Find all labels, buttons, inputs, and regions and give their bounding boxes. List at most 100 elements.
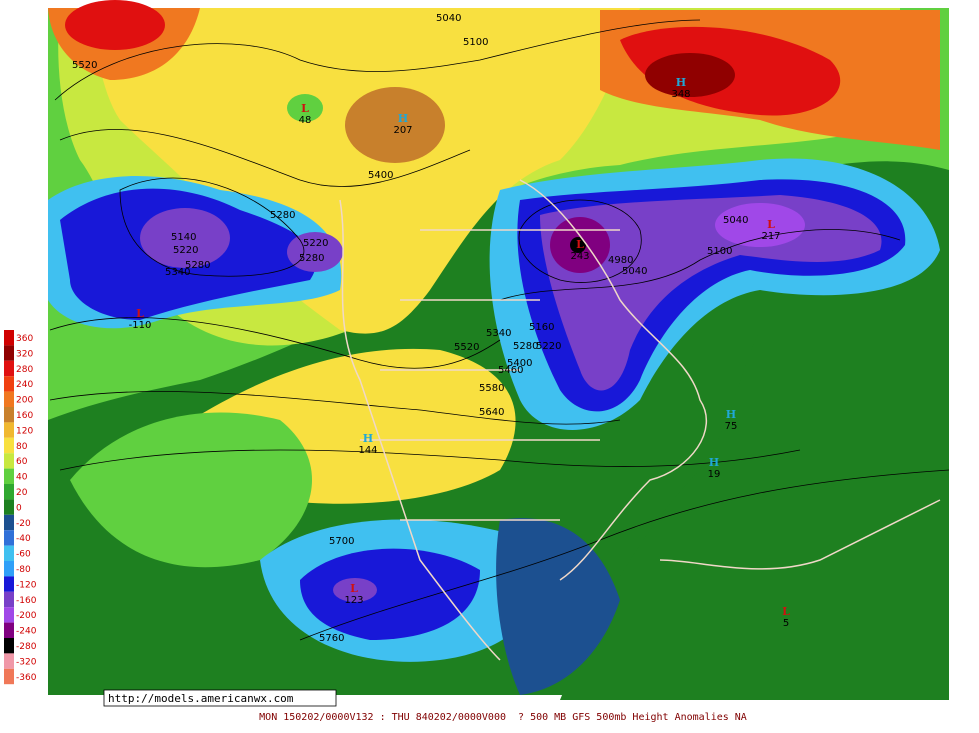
legend-label: 280	[16, 365, 33, 375]
center-kind: H	[676, 76, 686, 89]
legend-label: 160	[16, 411, 33, 421]
contour-label: 5100	[707, 246, 732, 257]
legend-label: 360	[16, 334, 33, 344]
center-kind: L	[350, 582, 358, 595]
center-kind: H	[726, 408, 736, 421]
contour-label: 5220	[173, 245, 198, 256]
url: http://models.americanwx.com	[108, 692, 294, 705]
legend-swatch	[4, 422, 14, 438]
legend-swatch	[4, 576, 14, 592]
legend-label: -80	[16, 565, 31, 575]
center-kind: H	[363, 432, 373, 445]
legend-label: 120	[16, 426, 33, 436]
center-value: 144	[358, 445, 377, 456]
legend-label: -60	[16, 550, 31, 560]
legend-swatch	[4, 530, 14, 546]
contour-label: 5280	[270, 210, 295, 221]
contour-label: 5220	[303, 238, 328, 249]
legend-swatch	[4, 376, 14, 392]
center-value: 348	[671, 89, 690, 100]
legend-label: -40	[16, 534, 31, 544]
legend-swatch	[4, 437, 14, 454]
legend-swatch	[4, 453, 14, 469]
url-box	[103, 689, 337, 707]
contour-label: 5640	[479, 407, 504, 418]
center-value: 19	[708, 469, 721, 480]
legend-swatch	[4, 561, 14, 577]
contour-label: 5040	[622, 266, 647, 277]
center-value: -110	[129, 320, 152, 331]
legend-label: -320	[16, 657, 37, 667]
legend-swatch	[4, 345, 14, 361]
contour-label: 5580	[479, 383, 504, 394]
center-kind: L	[767, 218, 775, 231]
legend-swatch	[4, 360, 14, 377]
legend-label: 60	[16, 457, 28, 467]
contour-label: 5700	[329, 536, 354, 547]
legend-label: 0	[16, 503, 22, 513]
legend-label: -20	[16, 519, 31, 529]
legend-swatch	[4, 330, 14, 346]
center-kind: L	[576, 238, 584, 251]
legend-swatch	[4, 607, 14, 623]
legend-swatch	[4, 391, 14, 407]
coastlines	[339, 179, 941, 661]
legend-swatch	[4, 468, 14, 484]
contour-label: 5160	[529, 322, 554, 333]
center-kind: H	[398, 112, 408, 125]
contour-label: 5140	[171, 232, 196, 243]
center-value: 48	[299, 115, 312, 126]
legend: 360320280240200160120806040200-20-40-60-…	[4, 330, 37, 685]
contour-label: 5280	[185, 260, 210, 271]
legend-label: -280	[16, 642, 37, 652]
legend-swatch	[4, 484, 14, 500]
legend-swatch	[4, 591, 14, 608]
legend-swatch	[4, 499, 14, 515]
center-value: 5	[783, 618, 789, 629]
legend-label: 80	[16, 442, 28, 452]
center-kind: L	[301, 102, 309, 115]
center-value: 217	[761, 231, 780, 242]
legend-label: -360	[16, 673, 37, 683]
center-kind: H	[709, 456, 719, 469]
legend-label: 320	[16, 349, 33, 359]
contour-label: 5520	[454, 342, 479, 353]
legend-swatch	[4, 514, 14, 531]
contour-label: 5340	[165, 267, 190, 278]
center-value: 243	[570, 251, 589, 262]
legend-label: 20	[16, 488, 28, 498]
contour-label: 5400	[368, 170, 393, 181]
legend-swatch	[4, 622, 14, 638]
contour-label: 5040	[436, 13, 461, 24]
legend-label: -120	[16, 580, 37, 590]
legend-label: -240	[16, 627, 37, 637]
contour-label: 5220	[536, 341, 561, 352]
legend-swatch	[4, 407, 14, 423]
legend-label: -200	[16, 611, 37, 621]
contour-label: 5520	[72, 60, 97, 71]
contour-label: 5280	[513, 341, 538, 352]
center-value: 75	[725, 421, 738, 432]
contour-label: 5340	[486, 328, 511, 339]
legend-swatch	[4, 668, 14, 685]
contour-label: 5460	[498, 365, 523, 376]
contour-label: 5760	[319, 633, 344, 644]
anomaly-field	[48, 0, 949, 700]
legend-label: 40	[16, 473, 28, 483]
footer: MON 150202/0000V132 : THU 840202/0000V00…	[259, 712, 747, 723]
legend-label: 240	[16, 380, 33, 390]
contour-label: 4980	[608, 255, 633, 266]
center-kind: L	[782, 605, 790, 618]
contour-label: 5100	[463, 37, 488, 48]
center-kind: L	[136, 307, 144, 320]
contour-labels: 5520 5040 5100 5400 5280 5140 5220 5340 …	[72, 13, 748, 644]
legend-swatch	[4, 545, 14, 561]
contour-label: 5400	[507, 358, 532, 369]
center-value: 123	[344, 595, 363, 606]
contour-label: 5040	[723, 215, 748, 226]
contour-label: 5280	[299, 253, 324, 264]
center-value: 207	[393, 125, 412, 136]
legend-label: -160	[16, 596, 37, 606]
